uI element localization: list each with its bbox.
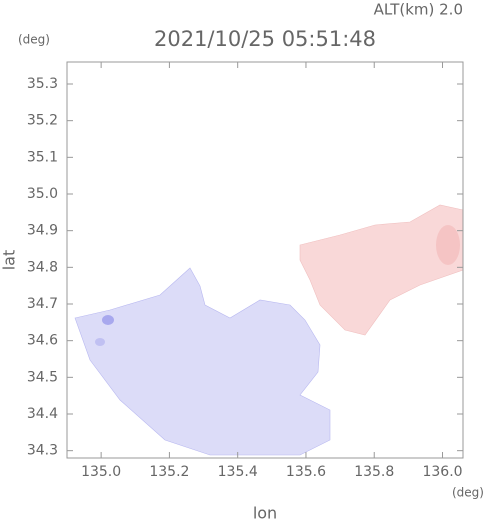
x-tick-label: 135.2 [149, 464, 189, 480]
y-tick-label: 34.6 [27, 333, 58, 349]
y-tick-label: 35.3 [27, 76, 58, 92]
y-tick-label: 34.5 [27, 369, 58, 385]
x-tick-label: 135.0 [81, 464, 121, 480]
x-tick-label: 135.8 [354, 464, 394, 480]
y-axis-label: lat [0, 250, 19, 271]
x-unit: (deg) [452, 486, 484, 500]
x-tick-label: 135.6 [286, 464, 326, 480]
y-tick-label: 35.2 [27, 113, 58, 129]
plot-frame [66, 61, 464, 459]
y-tick-label: 35.1 [27, 149, 58, 165]
y-tick-label: 34.7 [27, 296, 58, 312]
strong-echo [102, 315, 114, 325]
y-tick-label: 34.4 [27, 406, 58, 422]
y-tick-label: 34.3 [27, 443, 58, 459]
x-axis-label: lon [253, 504, 277, 521]
positive-field [299, 204, 464, 336]
radar-field [74, 204, 464, 456]
y-unit: (deg) [18, 33, 50, 47]
y-tick-label: 34.8 [27, 259, 58, 275]
altitude-label: ALT(km) 2.0 [374, 1, 463, 19]
x-tick-label: 136.0 [422, 464, 462, 480]
y-tick-label: 34.9 [27, 223, 58, 239]
chart-title: 2021/10/25 05:51:48 [154, 27, 376, 51]
y-tick-label: 35.0 [27, 186, 58, 202]
negative-field [74, 267, 331, 456]
strong-echo [436, 225, 460, 265]
strong-echo [95, 338, 105, 346]
x-tick-label: 135.4 [218, 464, 258, 480]
